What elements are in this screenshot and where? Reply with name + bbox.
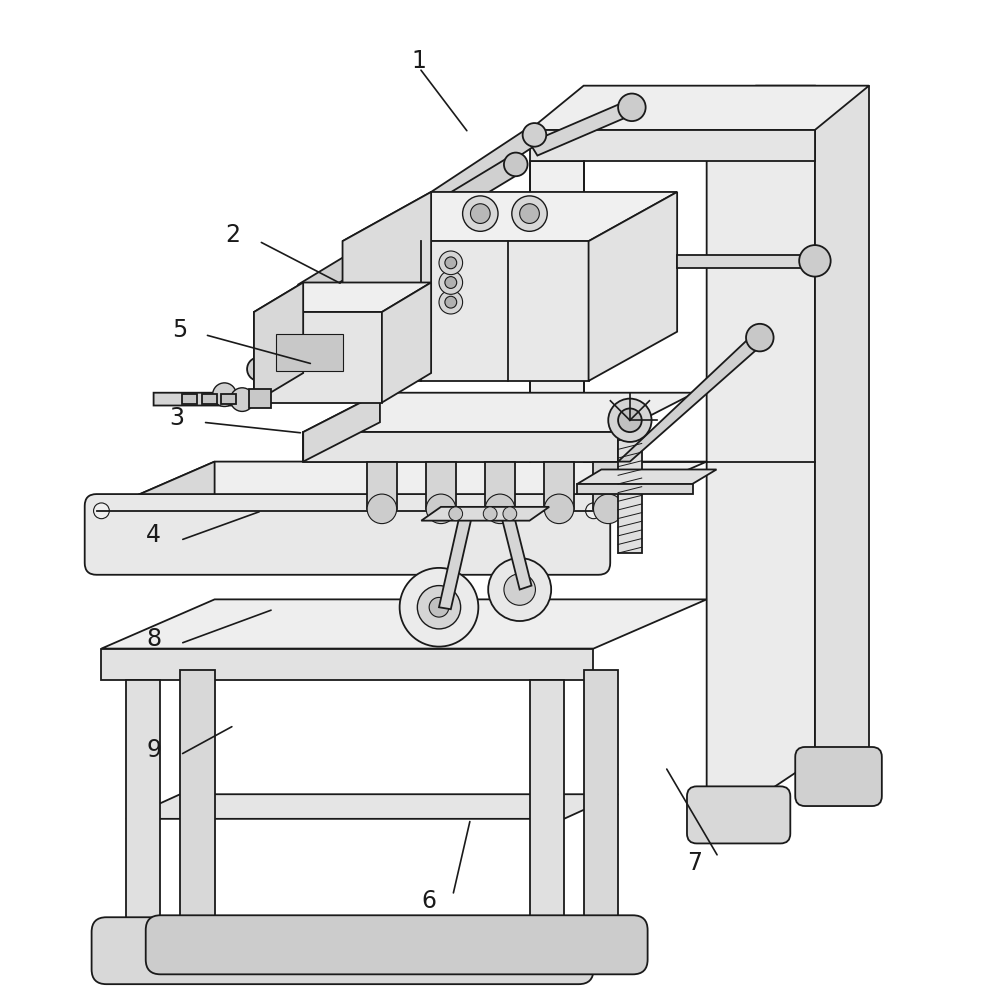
Circle shape — [618, 94, 646, 121]
Circle shape — [483, 507, 497, 521]
Polygon shape — [530, 162, 584, 462]
Polygon shape — [421, 507, 549, 521]
Polygon shape — [343, 192, 677, 242]
Bar — [221, 393, 236, 403]
Circle shape — [439, 270, 463, 294]
Polygon shape — [426, 462, 456, 509]
Circle shape — [520, 204, 539, 224]
Circle shape — [445, 276, 457, 288]
Polygon shape — [593, 462, 623, 509]
Polygon shape — [303, 393, 380, 462]
Bar — [182, 393, 197, 403]
Circle shape — [445, 256, 457, 268]
Polygon shape — [154, 393, 259, 405]
Circle shape — [544, 494, 574, 524]
Circle shape — [426, 494, 456, 524]
Polygon shape — [276, 333, 343, 371]
Polygon shape — [677, 254, 815, 267]
Circle shape — [247, 357, 271, 381]
Polygon shape — [530, 680, 564, 944]
Polygon shape — [254, 312, 382, 402]
Polygon shape — [577, 469, 717, 484]
Polygon shape — [101, 649, 593, 680]
Polygon shape — [382, 282, 431, 402]
Text: 3: 3 — [170, 406, 185, 430]
Polygon shape — [589, 192, 677, 381]
Polygon shape — [101, 600, 707, 649]
Polygon shape — [618, 333, 766, 462]
FancyBboxPatch shape — [687, 786, 790, 843]
FancyBboxPatch shape — [85, 494, 610, 575]
Polygon shape — [343, 192, 431, 381]
Polygon shape — [815, 86, 869, 759]
Circle shape — [799, 246, 831, 276]
Polygon shape — [298, 157, 522, 300]
Circle shape — [608, 398, 652, 442]
Circle shape — [417, 586, 461, 629]
Polygon shape — [303, 393, 695, 432]
Text: 9: 9 — [146, 738, 161, 761]
Polygon shape — [101, 511, 593, 558]
Text: 5: 5 — [173, 317, 188, 341]
Text: 4: 4 — [146, 523, 161, 548]
Circle shape — [367, 494, 397, 524]
Polygon shape — [303, 432, 618, 462]
Circle shape — [512, 196, 547, 232]
Polygon shape — [485, 462, 515, 509]
Circle shape — [439, 251, 463, 274]
Polygon shape — [439, 511, 472, 609]
Text: 6: 6 — [422, 888, 437, 912]
Bar — [202, 393, 217, 403]
Polygon shape — [101, 462, 215, 558]
Polygon shape — [367, 462, 397, 509]
Circle shape — [400, 568, 478, 647]
Circle shape — [618, 408, 642, 432]
Polygon shape — [254, 282, 431, 312]
Circle shape — [488, 558, 551, 621]
Bar — [577, 484, 693, 494]
Circle shape — [230, 388, 254, 411]
Circle shape — [485, 494, 515, 524]
Circle shape — [439, 290, 463, 314]
Polygon shape — [254, 282, 303, 402]
Text: 2: 2 — [225, 224, 240, 248]
Text: 8: 8 — [146, 627, 161, 651]
Polygon shape — [431, 127, 539, 208]
Polygon shape — [500, 507, 531, 590]
Circle shape — [504, 574, 535, 605]
Circle shape — [470, 204, 490, 224]
Circle shape — [213, 383, 236, 406]
Polygon shape — [584, 671, 618, 934]
Circle shape — [593, 494, 623, 524]
FancyBboxPatch shape — [795, 747, 882, 806]
Polygon shape — [343, 242, 589, 381]
Text: 1: 1 — [412, 49, 427, 73]
Circle shape — [429, 598, 449, 617]
Polygon shape — [530, 130, 815, 162]
Circle shape — [94, 503, 109, 519]
Bar — [249, 389, 271, 408]
Polygon shape — [126, 680, 160, 944]
Circle shape — [445, 296, 457, 308]
Polygon shape — [254, 322, 352, 375]
Polygon shape — [544, 462, 574, 509]
Circle shape — [523, 123, 546, 147]
Circle shape — [463, 196, 498, 232]
Polygon shape — [101, 462, 707, 511]
Circle shape — [586, 503, 601, 519]
Polygon shape — [126, 794, 618, 818]
Circle shape — [746, 323, 774, 351]
Polygon shape — [530, 101, 636, 156]
Text: 7: 7 — [687, 851, 702, 875]
FancyBboxPatch shape — [92, 917, 593, 984]
Polygon shape — [180, 671, 215, 934]
Circle shape — [503, 507, 517, 521]
Bar — [618, 432, 642, 553]
Polygon shape — [707, 86, 815, 799]
Circle shape — [449, 507, 463, 521]
Polygon shape — [530, 86, 869, 130]
Circle shape — [504, 153, 528, 177]
FancyBboxPatch shape — [146, 915, 648, 974]
